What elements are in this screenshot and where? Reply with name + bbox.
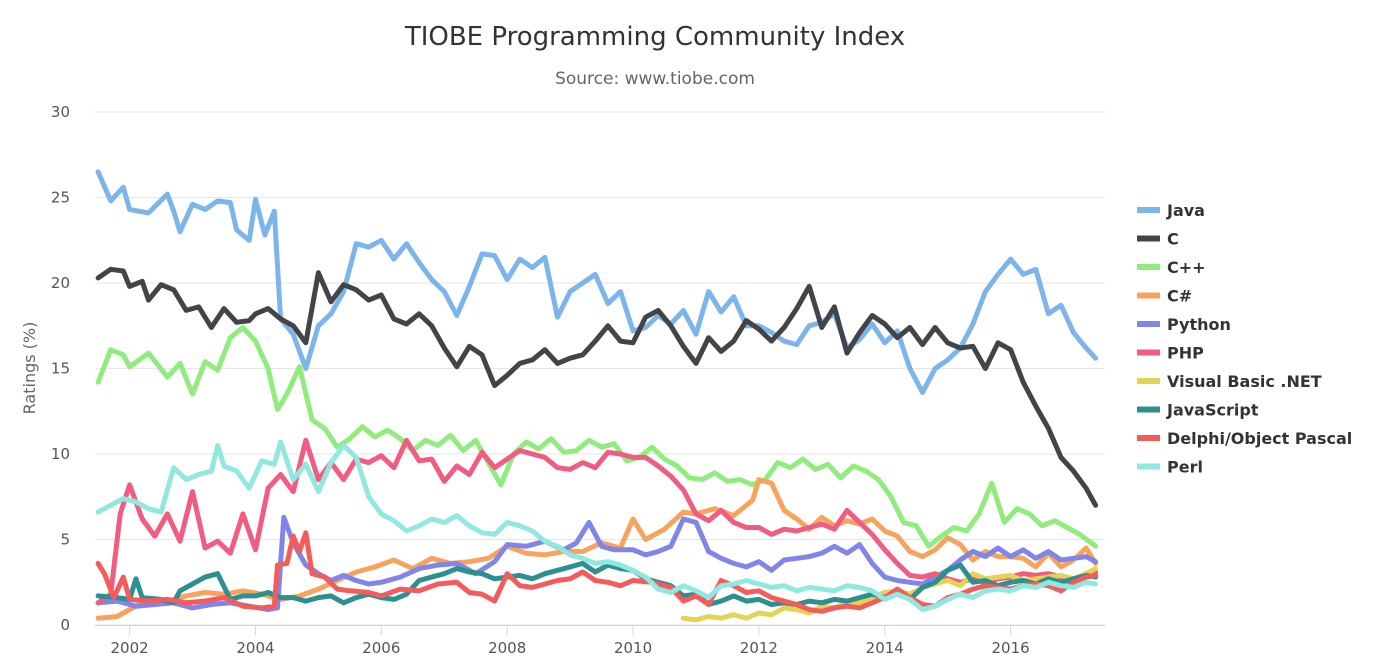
x-tick-label: 2004 (236, 639, 274, 657)
x-axis-ticks: 2002 2004 2006 2008 2010 2012 2014 2016 (95, 625, 1105, 657)
series-line-perl[interactable] (95, 439, 1099, 613)
legend-label: C# (1167, 287, 1192, 306)
series-line-java[interactable] (95, 169, 1099, 395)
legend-item-javascript[interactable]: JavaScript (1137, 401, 1259, 420)
y-tick-label: 20 (51, 274, 70, 292)
legend-item-c[interactable]: C# (1137, 287, 1192, 306)
y-tick-label: 5 (60, 531, 70, 549)
series-line-php[interactable] (95, 437, 1099, 606)
legend-item-visual-basic-net[interactable]: Visual Basic .NET (1137, 372, 1322, 391)
x-tick-label: 2008 (488, 639, 526, 657)
chart-subtitle: Source: www.tiobe.com (555, 69, 755, 89)
legend-item-java[interactable]: Java (1137, 201, 1205, 220)
series-line-c[interactable] (95, 266, 1099, 508)
legend-item-perl[interactable]: Perl (1137, 458, 1203, 477)
legend-item-python[interactable]: Python (1137, 315, 1231, 334)
y-axis-ticks: 0 5 10 15 20 25 30 (51, 103, 70, 634)
x-tick-label: 2010 (614, 639, 652, 657)
series-line-javascript[interactable] (95, 560, 1099, 607)
legend-item-delphi-object-pascal[interactable]: Delphi/Object Pascal (1137, 429, 1352, 448)
legend-label: Java (1166, 201, 1205, 220)
legend-label: Perl (1167, 458, 1203, 477)
legend-label: PHP (1167, 344, 1204, 363)
legend[interactable]: Java C C++ C# Python PHP Visual Basic .NET Java… (1137, 201, 1352, 477)
series-lines (95, 169, 1099, 623)
y-tick-label: 15 (51, 360, 70, 378)
chart-title: TIOBE Programming Community Index (404, 22, 905, 52)
y-tick-label: 30 (51, 103, 70, 121)
x-tick-label: 2016 (992, 639, 1030, 657)
legend-label: Visual Basic .NET (1167, 372, 1322, 391)
y-axis-title: Ratings (%) (20, 322, 39, 415)
legend-item-c[interactable]: C++ (1137, 258, 1206, 277)
legend-item-php[interactable]: PHP (1137, 344, 1204, 363)
y-tick-label: 0 (60, 616, 70, 634)
y-tick-label: 25 (51, 189, 70, 207)
x-tick-label: 2014 (866, 639, 904, 657)
legend-label: JavaScript (1166, 401, 1259, 420)
series-line-c[interactable] (95, 325, 1099, 549)
x-tick-label: 2006 (362, 639, 400, 657)
y-tick-label: 10 (51, 445, 70, 463)
legend-label: C++ (1167, 258, 1206, 277)
legend-label: Delphi/Object Pascal (1167, 429, 1352, 448)
x-tick-label: 2012 (740, 639, 778, 657)
legend-label: C (1167, 230, 1179, 249)
legend-label: Python (1167, 315, 1231, 334)
legend-item-c[interactable]: C (1137, 230, 1179, 249)
x-tick-label: 2002 (111, 639, 149, 657)
